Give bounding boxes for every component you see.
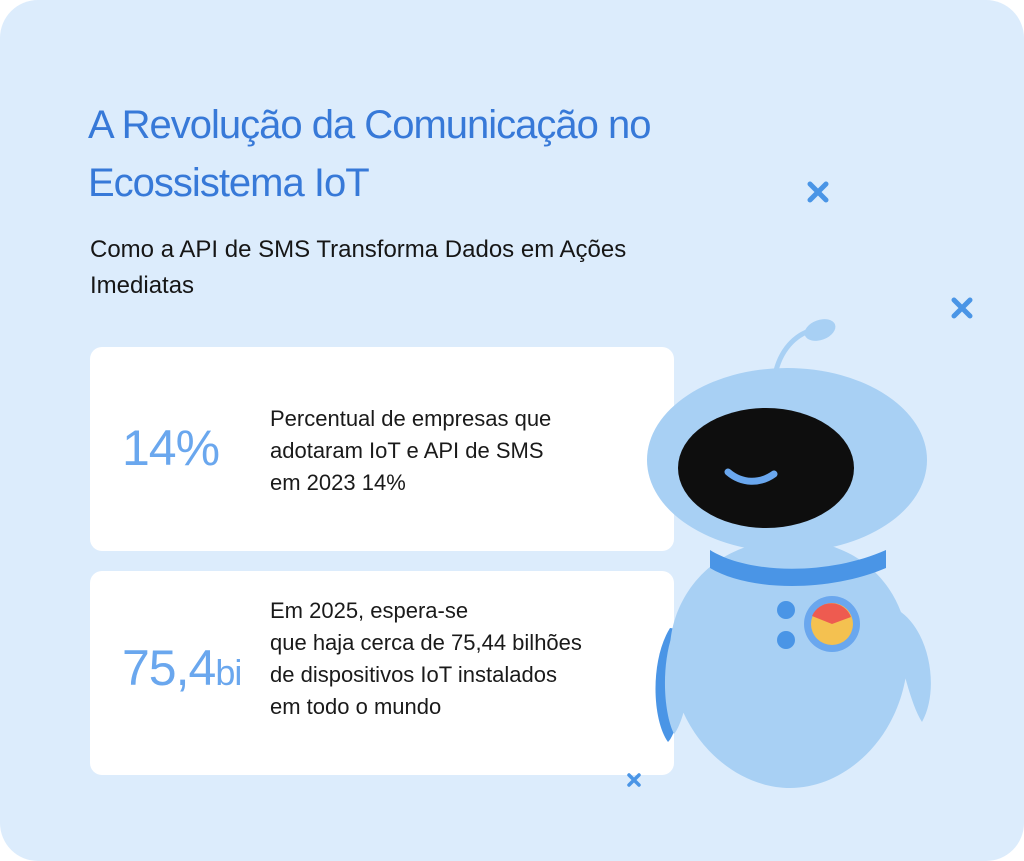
stat-value: 75,4bi bbox=[122, 639, 242, 697]
cross-sparkle-icon bbox=[807, 181, 829, 203]
page-subtitle: Como a API de SMS Transforma Dados em Aç… bbox=[90, 236, 627, 299]
stat-card-devices: 75,4bi Em 2025, espera-se que haja cerca… bbox=[90, 571, 674, 775]
page-title: A Revolução da Comunicação no Ecossistem… bbox=[88, 103, 651, 205]
stat-description-line: Percentual de empresas que bbox=[270, 406, 552, 431]
stat-description-line: adotaram IoT e API de SMS bbox=[270, 438, 544, 463]
stat-description-line: em todo o mundo bbox=[270, 694, 442, 719]
robot-illustration bbox=[647, 319, 931, 788]
stat-description-line: Em 2025, espera-se bbox=[270, 598, 469, 623]
cross-sparkle-icon bbox=[627, 773, 641, 787]
stat-unit: bi bbox=[215, 652, 242, 693]
stat-description: Percentual de empresas que adotaram IoT … bbox=[270, 403, 650, 499]
stat-number: 14% bbox=[122, 420, 220, 476]
stat-description-line: de dispositivos IoT instalados bbox=[270, 662, 557, 687]
stat-description: Em 2025, espera-se que haja cerca de 75,… bbox=[270, 595, 650, 723]
stat-card-adoption: 14% Percentual de empresas que adotaram … bbox=[90, 347, 674, 551]
cross-sparkle-icon bbox=[951, 297, 973, 319]
stat-description-line: em 2023 14% bbox=[270, 470, 406, 495]
stat-number: 75,4 bbox=[122, 640, 216, 696]
stat-value: 14% bbox=[122, 419, 220, 477]
stat-description-line: que haja cerca de 75,44 bilhões bbox=[270, 630, 582, 655]
